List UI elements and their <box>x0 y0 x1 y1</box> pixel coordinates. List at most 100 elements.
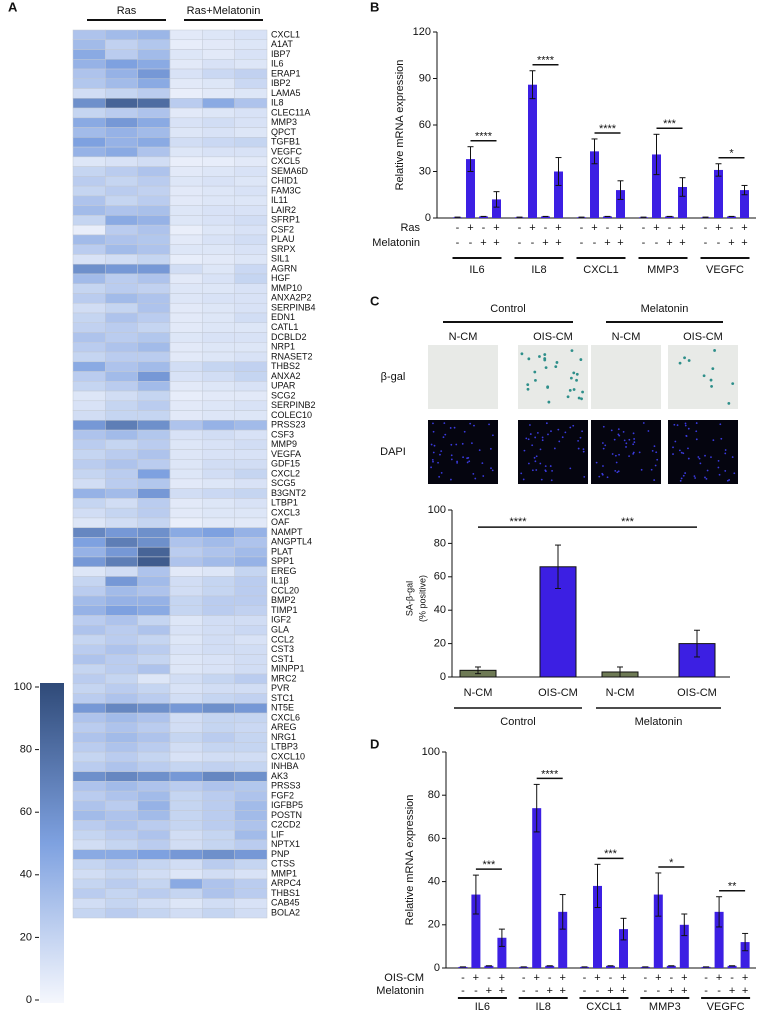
row-label: CHID1 <box>271 176 298 186</box>
heatmap-cell <box>72 722 106 733</box>
heatmap-cell <box>169 127 203 138</box>
heatmap-cell <box>169 273 203 284</box>
micrograph-speck <box>717 459 720 462</box>
heatmap-cell <box>169 888 203 899</box>
bar <box>652 154 661 218</box>
heatmap-cell <box>202 868 235 880</box>
condition-sign: + <box>555 222 561 234</box>
row-label: IL11 <box>271 195 288 205</box>
panel-letter: A <box>8 0 18 14</box>
condition-sign: + <box>681 985 687 997</box>
heatmap-cell <box>72 107 106 119</box>
micrograph-speck <box>432 422 434 425</box>
heatmap-cell <box>105 361 138 372</box>
condition-sign: - <box>643 972 647 984</box>
micrograph-speck <box>577 447 580 450</box>
heatmap-cell <box>234 644 268 655</box>
heatmap-cell <box>137 566 171 577</box>
heatmap-cell <box>234 595 268 606</box>
micrograph-speck <box>444 433 447 436</box>
heatmap-cell <box>169 859 203 870</box>
micrograph <box>591 345 661 409</box>
micrograph-speck <box>561 436 564 439</box>
micrograph-speck <box>650 468 653 471</box>
micrograph-speck <box>572 388 576 391</box>
row-label: MRC2 <box>271 673 297 683</box>
micrograph-speck <box>569 426 572 429</box>
heatmap-cell <box>137 800 171 811</box>
heatmap-cell <box>72 351 106 363</box>
condition-sign: + <box>728 237 734 249</box>
heatmap-cell <box>202 312 235 323</box>
x-tick-label: N-CM <box>464 687 493 699</box>
heatmap-cell <box>105 224 138 236</box>
micrograph-speck <box>678 361 682 365</box>
heatmap-cell <box>202 517 235 528</box>
significance-label: ** <box>728 881 737 893</box>
heatmap-cell <box>105 68 138 80</box>
heatmap-cell <box>72 244 106 255</box>
error-bar <box>620 917 627 941</box>
heatmap-cell <box>202 137 235 148</box>
heatmap-cell <box>137 117 171 128</box>
image-group-label: Melatonin <box>641 303 689 315</box>
heatmap-cell <box>137 449 171 460</box>
row-label: SEMA6D <box>271 166 309 176</box>
heatmap-cell <box>137 78 171 89</box>
row-label: CCL2 <box>271 634 294 644</box>
condition-sign: + <box>604 237 610 249</box>
bar <box>545 965 555 968</box>
heatmap-cell <box>137 732 171 743</box>
condition-sign: + <box>617 237 623 249</box>
heatmap-cell <box>202 293 235 304</box>
micrograph-speck <box>553 447 556 450</box>
heatmap-cell <box>169 644 203 655</box>
micrograph-speck <box>582 450 585 453</box>
heatmap-cell <box>105 693 138 704</box>
heatmap-cell <box>72 517 106 528</box>
heatmap-cell <box>72 254 106 265</box>
heatmap-cell <box>72 371 106 382</box>
micrograph-speck <box>680 477 683 480</box>
heatmap-cell <box>169 224 203 236</box>
micrograph-speck <box>583 476 586 478</box>
heatmap-cell <box>72 361 106 372</box>
micrograph-speck <box>566 395 570 399</box>
group-label: IL6 <box>475 1001 490 1013</box>
significance-label: **** <box>475 131 493 143</box>
micrograph-speck <box>685 435 688 438</box>
heatmap-cell <box>169 254 203 265</box>
heatmap-cell <box>137 703 171 714</box>
heatmap-cell <box>137 907 171 919</box>
heatmap-cell <box>72 322 106 333</box>
heatmap-cell <box>105 868 138 880</box>
row-label: SFRP1 <box>271 215 300 225</box>
heatmap-cell <box>234 771 268 782</box>
heatmap-cell <box>169 410 203 421</box>
significance-label: **** <box>599 123 617 135</box>
heatmap-cell <box>137 488 171 499</box>
heatmap-cell <box>202 459 235 470</box>
heatmap-cell <box>105 771 138 782</box>
heatmap-cell <box>234 312 268 323</box>
colorbar-tick-label: 80 <box>20 744 32 756</box>
micrograph-speck <box>676 424 679 427</box>
y-tick-label: 0 <box>440 671 446 683</box>
heatmap-cell <box>202 420 235 431</box>
heatmap-cell <box>137 478 171 489</box>
heatmap-cell <box>169 381 203 392</box>
condition-sign: - <box>487 972 491 984</box>
heatmap-cell <box>72 712 106 724</box>
condition-sign: + <box>716 972 722 984</box>
micrograph-speck <box>606 476 609 479</box>
heatmap-cell <box>105 566 138 577</box>
group-label: Melatonin <box>635 716 683 728</box>
heatmap-cell <box>137 205 171 216</box>
heatmap-cell <box>234 49 268 60</box>
condition-sign: - <box>668 222 672 234</box>
heatmap-cell <box>234 732 268 743</box>
row-label: CXCL6 <box>271 712 300 722</box>
micrograph-speck <box>572 424 575 427</box>
image-row-label: β-gal <box>381 371 406 383</box>
colorbar-tick-label: 60 <box>20 806 32 818</box>
